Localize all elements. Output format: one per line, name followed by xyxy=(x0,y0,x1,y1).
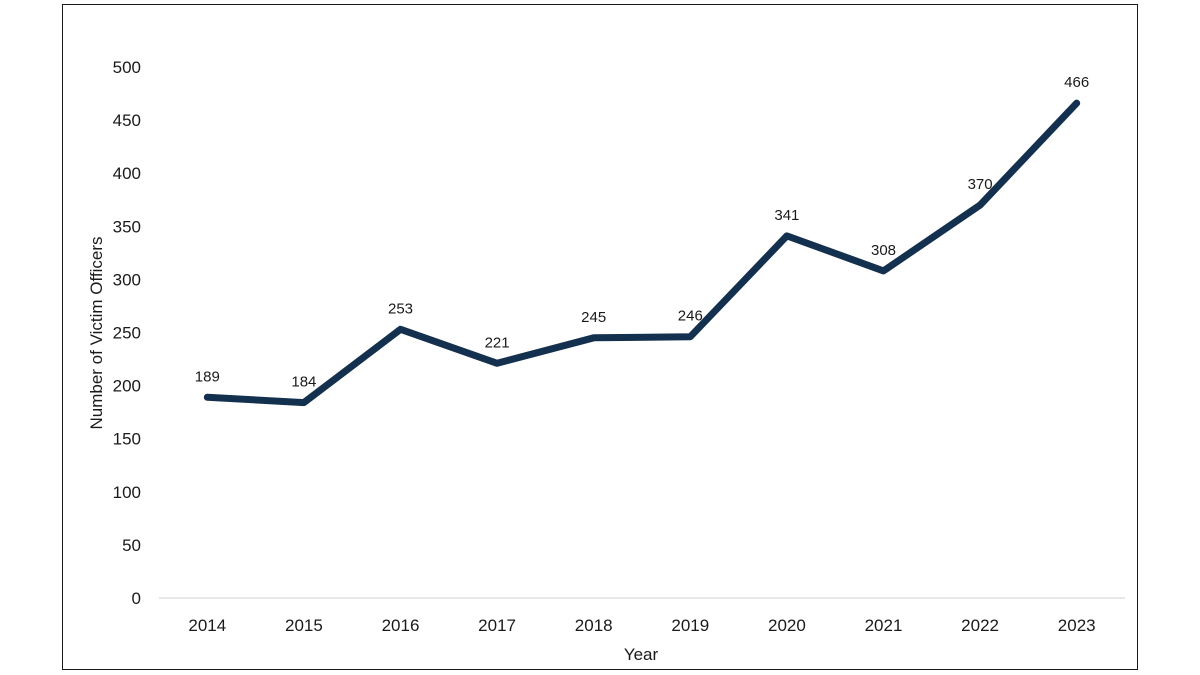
x-tick-label: 2016 xyxy=(382,616,420,635)
y-tick-label: 50 xyxy=(122,536,141,555)
data-label: 341 xyxy=(774,207,799,224)
data-label: 221 xyxy=(485,334,510,351)
y-tick-label: 100 xyxy=(113,483,141,502)
x-tick-label: 2019 xyxy=(671,616,709,635)
y-tick-label: 400 xyxy=(113,164,141,183)
data-label: 189 xyxy=(195,368,220,385)
data-label: 308 xyxy=(871,242,896,259)
y-tick-label: 500 xyxy=(113,58,141,77)
y-tick-label: 300 xyxy=(113,270,141,289)
y-axis-ticks: 0 50 100 150 200 250 300 350 400 450 500 xyxy=(113,58,141,608)
data-label: 370 xyxy=(968,176,993,193)
x-axis-title: Year xyxy=(624,645,659,664)
x-tick-label: 2015 xyxy=(285,616,323,635)
x-tick-label: 2020 xyxy=(768,616,806,635)
y-tick-label: 200 xyxy=(113,377,141,396)
x-tick-label: 2014 xyxy=(188,616,226,635)
x-tick-label: 2017 xyxy=(478,616,516,635)
x-tick-label: 2022 xyxy=(961,616,999,635)
series-line xyxy=(203,99,1081,407)
x-tick-label: 2021 xyxy=(865,616,903,635)
y-tick-label: 450 xyxy=(113,111,141,130)
y-axis-title: Number of Victim Officers xyxy=(87,236,106,429)
x-tick-label: 2023 xyxy=(1058,616,1096,635)
data-label: 466 xyxy=(1064,74,1089,91)
y-tick-label: 250 xyxy=(113,324,141,343)
y-tick-label: 350 xyxy=(113,217,141,236)
data-label: 245 xyxy=(581,309,606,326)
y-tick-label: 0 xyxy=(132,589,141,608)
data-label: 184 xyxy=(291,374,316,391)
data-label: 246 xyxy=(678,308,703,325)
x-axis-ticks: 2014 2015 2016 2017 2018 2019 2020 2021 2022 2023 xyxy=(188,616,1095,635)
x-tick-label: 2018 xyxy=(575,616,613,635)
y-tick-label: 150 xyxy=(113,430,141,449)
data-label: 253 xyxy=(388,300,413,317)
data-labels: 189 184 253 221 245 246 341 308 370 466 xyxy=(195,74,1089,390)
